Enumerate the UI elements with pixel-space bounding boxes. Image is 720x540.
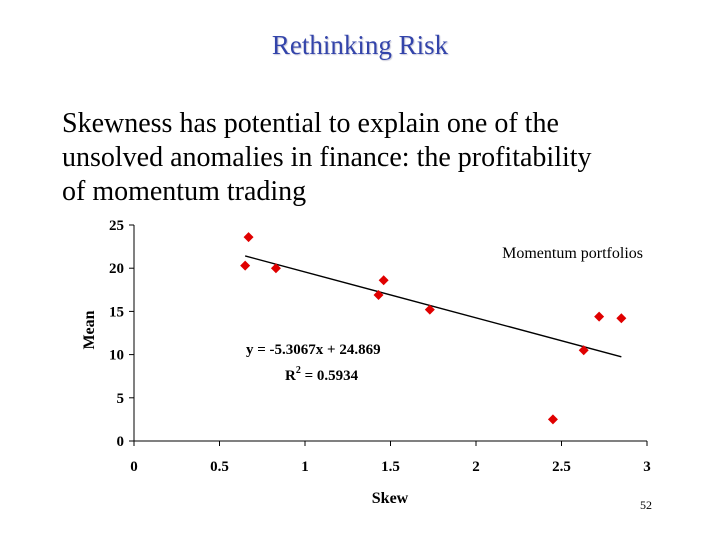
y-tick-label: 15 [109, 304, 124, 320]
y-tick-label: 5 [117, 391, 125, 407]
r-squared-value: = 0.5934 [301, 368, 359, 384]
data-point [578, 345, 589, 356]
x-tick-label: 1 [301, 459, 309, 475]
page-number: 52 [640, 498, 652, 512]
data-point [240, 260, 251, 271]
x-tick-label: 2 [472, 459, 480, 475]
trendline [244, 255, 622, 358]
r-squared-exponent: 2 [296, 365, 301, 376]
trendline-group [244, 255, 622, 358]
r-squared-label: R2 = 0.5934 [285, 365, 359, 384]
y-tick-label: 0 [117, 434, 125, 450]
r-squared-prefix: R [285, 368, 296, 384]
x-tick-label: 1.5 [381, 459, 400, 475]
y-axis-label: Mean [81, 310, 98, 349]
y-tick-label: 20 [109, 261, 124, 277]
data-point [547, 414, 558, 425]
chart-axes: 0 5 10 15 20 25 0 0.5 1 1.5 2 2.5 3 [109, 218, 651, 475]
x-tick-label: 3 [643, 459, 651, 475]
data-points [240, 232, 627, 425]
legend-label: Momentum portfolios [502, 245, 643, 262]
data-point [243, 232, 254, 243]
x-tick-label: 0.5 [210, 459, 229, 475]
data-point [378, 275, 389, 286]
slide-body: Skewness has potential to explain one of… [62, 107, 702, 209]
trend-equation: y = -5.3067x + 24.869 [246, 342, 381, 358]
body-line-3: of momentum trading [62, 176, 307, 207]
slide-title: Rethinking Risk [271, 30, 449, 60]
data-point [270, 263, 281, 274]
data-point [424, 304, 435, 315]
x-tick-label: 2.5 [552, 459, 571, 475]
body-line-1: Skewness has potential to explain one of… [62, 108, 559, 139]
x-axis-label: Skew [372, 490, 409, 507]
x-tick-label: 0 [130, 459, 138, 475]
body-line-2: unsolved anomalies in finance: the profi… [62, 142, 592, 173]
y-tick-label: 25 [109, 218, 124, 234]
y-tick-label: 10 [109, 348, 124, 364]
data-point [616, 313, 627, 324]
data-point [373, 289, 384, 300]
data-point [594, 311, 605, 322]
